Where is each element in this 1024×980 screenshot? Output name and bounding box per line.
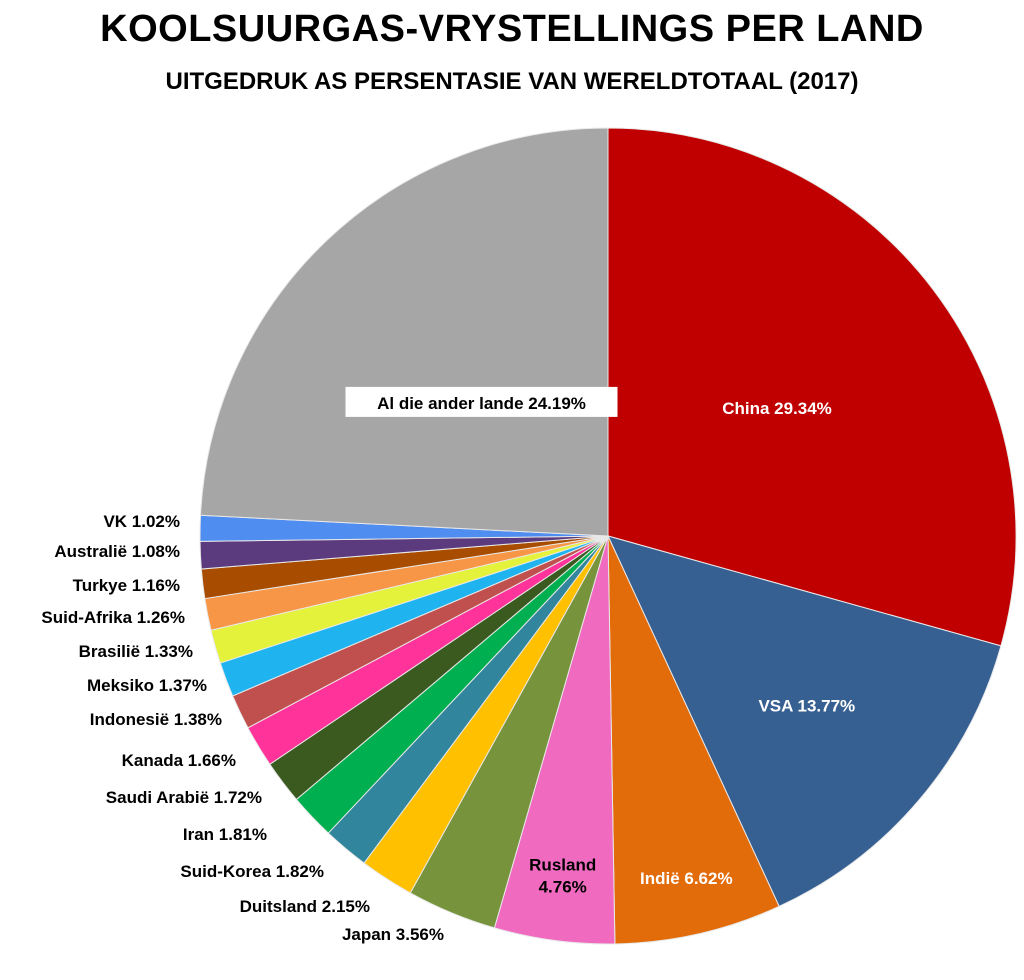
slice-label-text: China 29.34%	[722, 399, 832, 418]
slice-label-text: Al die ander lande 24.19%	[377, 394, 586, 413]
slice-label-iran: Iran 1.81%	[183, 825, 267, 844]
chart-subtitle: UITGEDRUK AS PERSENTASIE VAN WERELDTOTAA…	[165, 68, 859, 95]
slice-label-turkye: Turkye 1.16%	[73, 576, 180, 595]
label-background	[345, 386, 618, 417]
slice-label-text: 4.76%	[539, 878, 587, 897]
slice-label-vsa: VSA 13.77%	[758, 696, 855, 715]
pie-labels: China 29.34% VSA 13.77% Indië 6.62% Rusland…	[41, 386, 855, 944]
pie-slice-indie	[607, 535, 780, 945]
slice-label-china: China 29.34%	[722, 399, 832, 418]
chart-title: KOOLSUURGAS-VRYSTELLINGS PER LAND	[100, 8, 924, 50]
slice-label-saudi-arabie: Saudi Arabië 1.72%	[106, 788, 262, 807]
slice-label-brasilie: Brasilië 1.33%	[79, 642, 193, 661]
slice-label-meksiko: Meksiko 1.37%	[87, 676, 207, 695]
slice-label-suid-afrika: Suid-Afrika 1.26%	[41, 608, 185, 627]
pie-slices	[199, 127, 1017, 945]
slice-label-indonesie: Indonesië 1.38%	[90, 710, 222, 729]
slice-label-indie: Indië 6.62%	[640, 869, 733, 888]
slice-label-text: Rusland	[529, 856, 596, 875]
slice-label-australie: Australië 1.08%	[54, 542, 180, 561]
pie-slice-al-die-ander-lande	[200, 127, 609, 537]
slice-label-al-die-ander-lande: Al die ander lande 24.19%	[345, 386, 618, 417]
slice-label-suid-korea: Suid-Korea 1.82%	[180, 862, 324, 881]
slice-label-japan: Japan 3.56%	[342, 925, 444, 944]
slice-label-text: VSA 13.77%	[758, 696, 855, 715]
slice-label-rusland: Rusland 4.76%	[529, 856, 596, 897]
slice-label-kanada: Kanada 1.66%	[122, 751, 236, 770]
slice-label-text: Indië 6.62%	[640, 869, 733, 888]
pie-slice-china	[607, 127, 1017, 647]
slice-label-vk: VK 1.02%	[103, 512, 180, 531]
slice-label-duitsland: Duitsland 2.15%	[240, 897, 370, 916]
pie-slice-vsa	[607, 535, 1002, 908]
